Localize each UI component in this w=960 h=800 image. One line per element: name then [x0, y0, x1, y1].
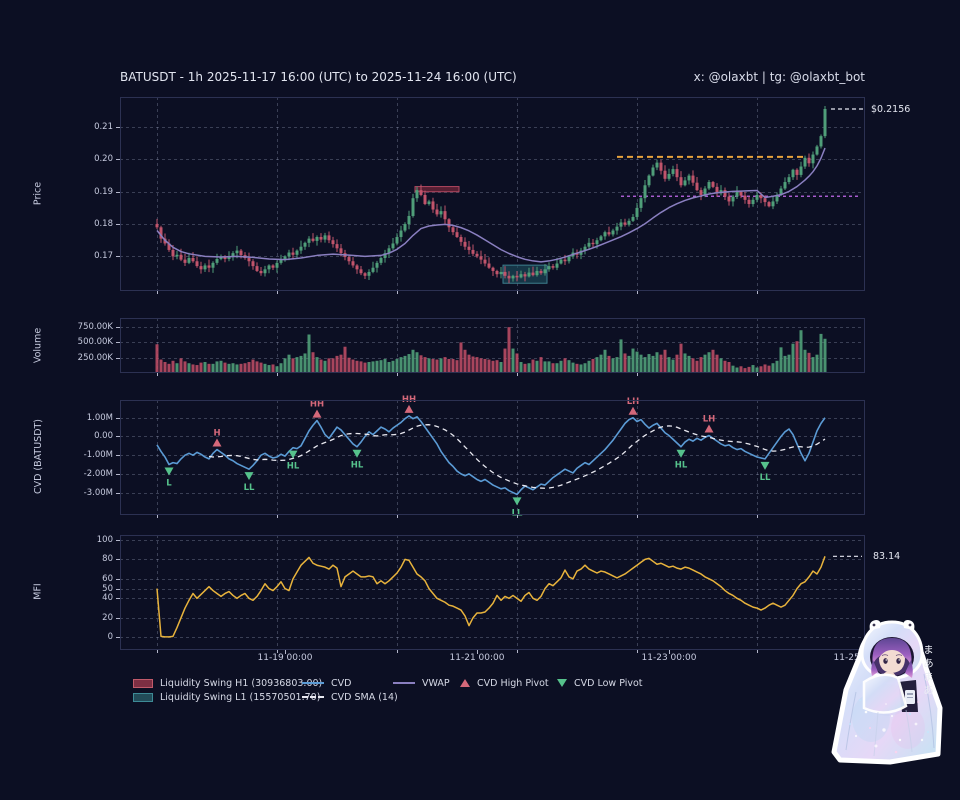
y-tick-label: 0.20: [94, 154, 113, 165]
mascot-sticker: [831, 620, 943, 765]
volume-panel: [120, 318, 865, 373]
y-tick-label: 40: [102, 593, 113, 604]
mfi-panel: [120, 535, 865, 650]
legend-item-label: Liquidity Swing H1 (30936803.00): [160, 677, 323, 689]
y-tick-label: 1.00M: [86, 412, 113, 423]
legend-item-label: CVD High Pivot: [477, 677, 549, 689]
y-tick-label: 500.00K: [77, 337, 113, 348]
axis-title-cvd: CVD (BATUSDT): [33, 418, 44, 495]
y-tick-label: 20: [102, 612, 113, 623]
y-tick-label: 50: [102, 583, 113, 594]
legend-item: Liquidity Swing L1 (15570501.70): [133, 690, 320, 704]
y-tick-label: 60: [102, 573, 113, 584]
last-price-annotation: $0.2156: [871, 104, 911, 115]
legend-item: VWAP: [393, 676, 450, 690]
mascot-face: [879, 650, 905, 673]
x-tick-label: 11-23 00:00: [641, 653, 697, 663]
mascot-sparkles: [849, 699, 929, 754]
legend-item-label: CVD Low Pivot: [574, 677, 643, 689]
y-tick-label: 750.00K: [77, 322, 113, 333]
legend-swatch-line-icon: [393, 682, 415, 684]
axis-title-mfi: MFI: [32, 583, 44, 600]
axis-title-volume: Volume: [32, 327, 44, 364]
cvd-panel: [120, 400, 865, 515]
legend-item-label: CVD: [331, 677, 352, 689]
legend-swatch-tri-up-icon: [460, 679, 470, 687]
legend: Liquidity Swing H1 (30936803.00) CVD VWAP C…: [120, 674, 760, 708]
price-panel: [120, 97, 865, 291]
legend-swatch-line-icon: [302, 682, 324, 684]
mascot-eye-left: [883, 658, 888, 664]
legend-item-label: CVD SMA (14): [331, 691, 398, 703]
y-tick-label: 0.17: [94, 251, 113, 262]
y-tick-label: -1.00M: [83, 450, 113, 461]
mfi-annotation: 83.14: [873, 551, 901, 562]
legend-swatch-dash-icon: [302, 696, 324, 698]
mascot-caption: まあまあ: [922, 644, 934, 698]
legend-item: Liquidity Swing H1 (30936803.00): [133, 676, 322, 690]
legend-row: Liquidity Swing L1 (15570501.70) CVD SMA …: [120, 690, 760, 704]
mascot-sleeve: [862, 673, 908, 714]
y-tick-label: 250.00K: [77, 352, 113, 363]
y-tick-label: 0.21: [94, 122, 113, 133]
x-tick-label: 11-19 00:00: [257, 653, 313, 663]
y-tick-label: 100: [96, 534, 113, 545]
y-tick-label: 0.19: [94, 186, 113, 197]
axis-title-price: Price: [32, 181, 44, 206]
y-tick-label: 0.18: [94, 219, 113, 230]
y-tick-label: 0.00: [94, 431, 113, 442]
legend-swatch-box-icon: [133, 678, 153, 688]
mascot-figure: [831, 620, 943, 765]
legend-item: CVD: [302, 676, 351, 690]
legend-swatch-box-icon: [133, 692, 153, 702]
legend-item: CVD Low Pivot: [557, 676, 643, 690]
legend-swatch-tri-down-icon: [557, 679, 567, 687]
x-tick-label: 11-21 00:00: [449, 653, 505, 663]
legend-item-label: VWAP: [422, 677, 450, 689]
y-tick-label: -2.00M: [83, 468, 113, 479]
mascot-finger: [889, 662, 894, 674]
y-tick-label: 80: [102, 554, 113, 565]
mascot-badge: [905, 690, 915, 704]
mascot-eye-right: [896, 658, 901, 664]
legend-item: CVD SMA (14): [302, 690, 398, 704]
y-tick-label: -3.00M: [83, 487, 113, 498]
legend-item: CVD High Pivot: [460, 676, 549, 690]
legend-row: Liquidity Swing H1 (30936803.00) CVD VWAP C…: [120, 676, 760, 690]
legend-item-label: Liquidity Swing L1 (15570501.70): [160, 691, 321, 703]
y-tick-label: 0: [107, 632, 113, 643]
